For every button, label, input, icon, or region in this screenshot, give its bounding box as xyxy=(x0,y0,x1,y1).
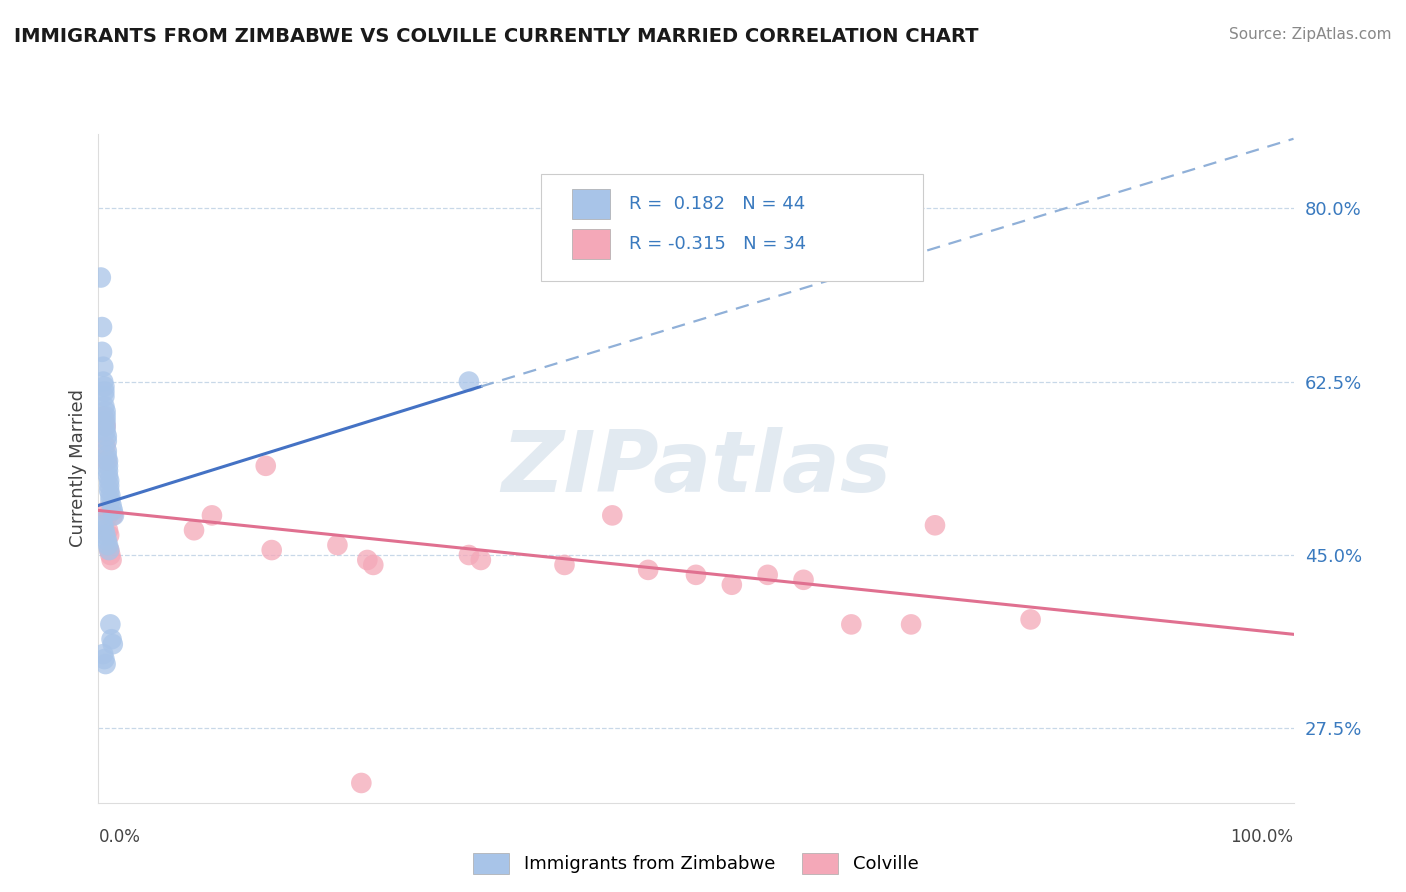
Point xyxy=(97,464,120,478)
Point xyxy=(93,389,115,403)
Point xyxy=(93,400,115,414)
Point xyxy=(97,454,120,468)
Point xyxy=(458,375,481,389)
Text: ZIPatlas: ZIPatlas xyxy=(501,426,891,510)
Point xyxy=(91,359,114,374)
Point xyxy=(97,538,120,552)
Point xyxy=(1019,612,1042,626)
Point xyxy=(93,414,115,428)
Point xyxy=(721,578,744,592)
Point xyxy=(97,508,120,523)
Point xyxy=(98,493,122,508)
Text: 0.0%: 0.0% xyxy=(98,828,141,846)
Point xyxy=(98,543,121,558)
Point xyxy=(94,424,117,438)
Point xyxy=(94,414,117,428)
Point xyxy=(554,558,576,572)
FancyBboxPatch shape xyxy=(540,174,922,281)
Point xyxy=(103,508,125,523)
Point xyxy=(254,458,277,473)
Point xyxy=(94,419,117,434)
Point xyxy=(756,567,779,582)
Text: R = -0.315   N = 34: R = -0.315 N = 34 xyxy=(628,235,806,253)
FancyBboxPatch shape xyxy=(572,189,610,219)
Point xyxy=(100,553,122,567)
Point xyxy=(98,548,122,562)
Point xyxy=(96,454,118,468)
Point xyxy=(96,434,118,448)
Text: R =  0.182   N = 44: R = 0.182 N = 44 xyxy=(628,195,806,213)
Point xyxy=(98,489,122,503)
Point xyxy=(793,573,815,587)
Point xyxy=(91,375,114,389)
Point xyxy=(94,419,117,434)
Point xyxy=(101,503,124,517)
Point xyxy=(90,270,112,285)
Point xyxy=(363,558,385,572)
Point xyxy=(98,617,122,632)
Point xyxy=(91,647,114,661)
FancyBboxPatch shape xyxy=(572,229,610,259)
Point xyxy=(470,553,492,567)
Point xyxy=(93,379,115,393)
Point xyxy=(98,474,121,488)
Point xyxy=(458,548,481,562)
Point xyxy=(98,483,121,498)
Point xyxy=(97,458,120,473)
Point xyxy=(91,320,114,334)
Point xyxy=(841,617,863,632)
Point xyxy=(98,528,121,542)
Point xyxy=(98,478,121,492)
Point xyxy=(356,553,378,567)
Point xyxy=(94,528,117,542)
Point xyxy=(100,632,122,647)
Point xyxy=(100,499,122,513)
Point xyxy=(96,444,118,458)
Point xyxy=(924,518,946,533)
Text: Source: ZipAtlas.com: Source: ZipAtlas.com xyxy=(1229,27,1392,42)
Point xyxy=(91,513,114,527)
Point xyxy=(94,404,117,418)
Point xyxy=(93,523,115,537)
Point xyxy=(94,657,117,671)
Point xyxy=(91,518,114,533)
Y-axis label: Currently Married: Currently Married xyxy=(69,389,87,548)
Point xyxy=(93,652,115,666)
Text: 100.0%: 100.0% xyxy=(1230,828,1294,846)
Point xyxy=(97,523,120,537)
Point xyxy=(96,449,118,463)
Point xyxy=(183,523,205,537)
Point xyxy=(97,468,120,483)
Point xyxy=(101,637,124,651)
Legend: Immigrants from Zimbabwe, Colville: Immigrants from Zimbabwe, Colville xyxy=(465,846,927,880)
Point xyxy=(637,563,659,577)
Point xyxy=(900,617,922,632)
Point xyxy=(93,384,115,399)
Point xyxy=(94,409,117,424)
Text: IMMIGRANTS FROM ZIMBABWE VS COLVILLE CURRENTLY MARRIED CORRELATION CHART: IMMIGRANTS FROM ZIMBABWE VS COLVILLE CUR… xyxy=(14,27,979,45)
Point xyxy=(350,776,373,790)
Point xyxy=(98,543,121,558)
Point xyxy=(101,508,124,523)
Point xyxy=(94,439,117,453)
Point xyxy=(260,543,283,558)
Point xyxy=(91,409,114,424)
Point xyxy=(91,344,114,359)
Point xyxy=(602,508,624,523)
Point xyxy=(96,533,118,548)
Point xyxy=(201,508,224,523)
Point xyxy=(326,538,349,552)
Point xyxy=(96,429,118,443)
Point xyxy=(96,503,118,517)
Point xyxy=(685,567,707,582)
